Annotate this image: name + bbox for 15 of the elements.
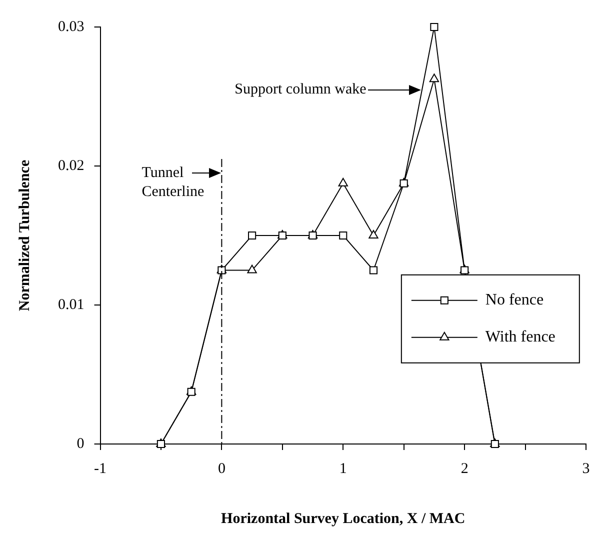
- y-tick-label: 0.02: [58, 158, 84, 174]
- annotation: Support column wake: [234, 81, 367, 98]
- x-tick-label: -1: [94, 460, 106, 477]
- y-tick-label: 0.03: [58, 18, 84, 35]
- x-axis-title: Horizontal Survey Location, X / MAC: [221, 510, 466, 527]
- y-axis-title: Normalized Turbulence: [16, 160, 33, 312]
- y-tick-label: 0: [76, 436, 84, 452]
- legend-label: No fence: [485, 292, 544, 309]
- y-tick-label: 0.01: [58, 296, 84, 313]
- ref-line-label: Tunnel Centerline: [142, 164, 205, 200]
- x-tick-label: 2: [460, 460, 468, 477]
- x-tick-label: 1: [339, 460, 347, 477]
- x-tick-label: 3: [582, 460, 590, 477]
- legend-label: With fence: [485, 328, 556, 346]
- x-tick-label: 0: [218, 460, 226, 477]
